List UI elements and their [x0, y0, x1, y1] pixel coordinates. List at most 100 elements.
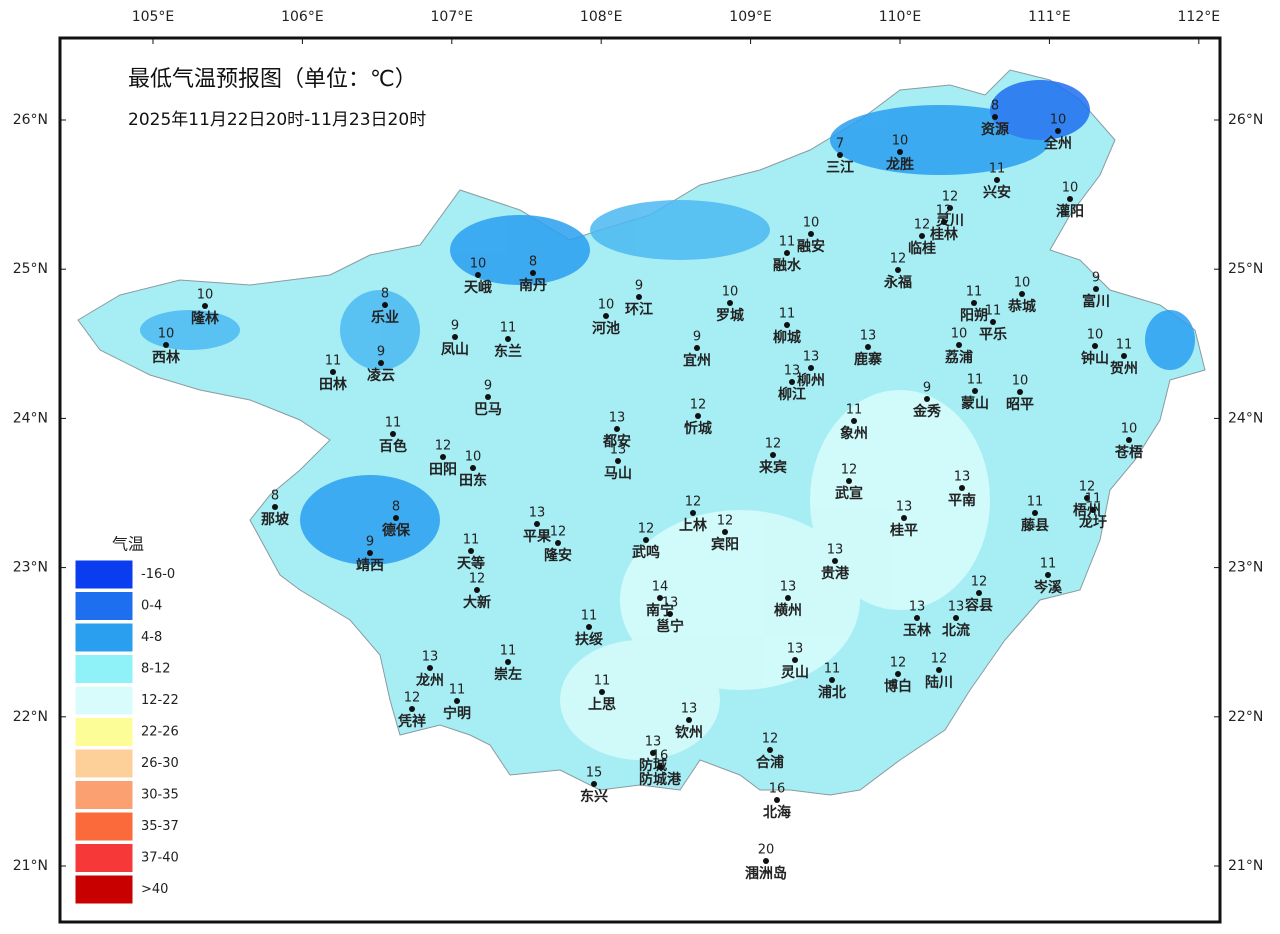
- station-name: 田东: [459, 472, 487, 489]
- station-dot: [941, 219, 947, 225]
- station-name: 忻城: [684, 420, 712, 437]
- lat-label: 24°N: [13, 410, 48, 426]
- station-name: 岑溪: [1034, 579, 1063, 596]
- station-dot: [808, 231, 814, 237]
- station-name: 博白: [884, 678, 912, 695]
- station-name: 融水: [773, 257, 802, 274]
- station-name: 宁明: [443, 705, 471, 722]
- station-value: 16: [769, 782, 786, 797]
- station-dot: [614, 426, 620, 432]
- station-value: 8: [529, 255, 537, 270]
- station-value: 12: [690, 398, 707, 413]
- station-name: 阳朔: [960, 307, 988, 324]
- legend-swatch: [74, 874, 134, 905]
- station-dot: [767, 747, 773, 753]
- station-value: 12: [717, 514, 734, 529]
- station-dot: [202, 303, 208, 309]
- station-name: 桂林: [929, 226, 958, 243]
- station-value: 10: [1050, 113, 1067, 128]
- lat-label: 25°N: [1228, 261, 1263, 277]
- lon-label: 111°E: [1028, 9, 1071, 25]
- station-dot: [475, 272, 481, 278]
- station-name: 崇左: [494, 666, 522, 683]
- station-name: 玉林: [903, 622, 931, 639]
- station-name: 宜州: [683, 352, 711, 369]
- legend-label: 26-30: [141, 756, 179, 771]
- station-value: 10: [892, 134, 909, 149]
- station-dot: [785, 595, 791, 601]
- station-dot: [953, 615, 959, 621]
- station-dot: [643, 537, 649, 543]
- station-value: 13: [529, 506, 546, 521]
- station-dot: [694, 345, 700, 351]
- station-value: 7: [836, 137, 844, 152]
- station-dot: [1093, 286, 1099, 292]
- station-value: 10: [470, 257, 487, 272]
- station-dot: [1017, 389, 1023, 395]
- station-value: 10: [158, 327, 175, 342]
- station-dot: [851, 418, 857, 424]
- station-name: 贺州: [1109, 360, 1138, 377]
- station-dot: [505, 659, 511, 665]
- legend-swatch: [74, 559, 134, 590]
- station-dot: [919, 233, 925, 239]
- station-value: 10: [598, 298, 615, 313]
- lat-label: 26°N: [1228, 112, 1263, 128]
- station-name: 罗城: [716, 307, 744, 324]
- lon-label: 106°E: [281, 9, 324, 25]
- station-dot: [272, 504, 278, 510]
- station-value: 12: [914, 218, 931, 233]
- station-value: 10: [951, 327, 968, 342]
- station-name: 武鸣: [632, 544, 660, 561]
- station-value: 13: [784, 364, 801, 379]
- station-dot: [657, 764, 663, 770]
- legend-swatch: [74, 654, 134, 684]
- station-value: 11: [594, 674, 611, 689]
- station-name: 凭祥: [397, 713, 426, 730]
- station-name: 蒙山: [961, 395, 989, 412]
- station-dot: [936, 667, 942, 673]
- station-dot: [1045, 572, 1051, 578]
- station-value: 13: [803, 350, 820, 365]
- station-value: 12: [762, 732, 779, 747]
- legend-title: 气温: [112, 535, 144, 554]
- station-value: 12: [1079, 480, 1096, 495]
- map-subtitle: 2025年11月22日20时-11月23日20时: [128, 110, 426, 130]
- station-value: 11: [846, 403, 863, 418]
- station-value: 8: [381, 287, 389, 302]
- lon-label: 107°E: [431, 9, 474, 25]
- station-dot: [330, 369, 336, 375]
- station-name: 东兰: [494, 343, 522, 360]
- station-dot: [367, 550, 373, 556]
- station-name: 龙圩: [1078, 514, 1107, 531]
- station-value: 9: [1092, 271, 1100, 286]
- station-dot: [924, 396, 930, 402]
- station-dot: [784, 250, 790, 256]
- legend-label: >40: [141, 882, 168, 897]
- station-value: 13: [422, 650, 439, 665]
- province-area: [77, 69, 1206, 796]
- station-value: 15: [586, 766, 603, 781]
- station-name: 柳城: [773, 329, 801, 346]
- station-dot: [971, 300, 977, 306]
- station-name: 巴马: [474, 402, 502, 418]
- station-name: 南宁: [646, 602, 674, 619]
- station-dot: [895, 671, 901, 677]
- station-dot: [409, 706, 415, 712]
- station-dot: [382, 302, 388, 308]
- station-dot: [1092, 343, 1098, 349]
- station-value: 13: [780, 580, 797, 595]
- station-value: 11: [1027, 495, 1044, 510]
- station-name: 昭平: [1006, 397, 1034, 413]
- lat-label: 21°N: [13, 858, 48, 874]
- station-dot: [378, 360, 384, 366]
- legend-label: 4-8: [141, 630, 162, 645]
- station-name: 上林: [679, 517, 707, 534]
- legend-label: 35-37: [141, 819, 179, 834]
- station-value: 11: [463, 533, 480, 548]
- station-value: 13: [860, 329, 877, 344]
- station-value: 11: [989, 162, 1006, 177]
- station-name: 来宾: [758, 459, 787, 476]
